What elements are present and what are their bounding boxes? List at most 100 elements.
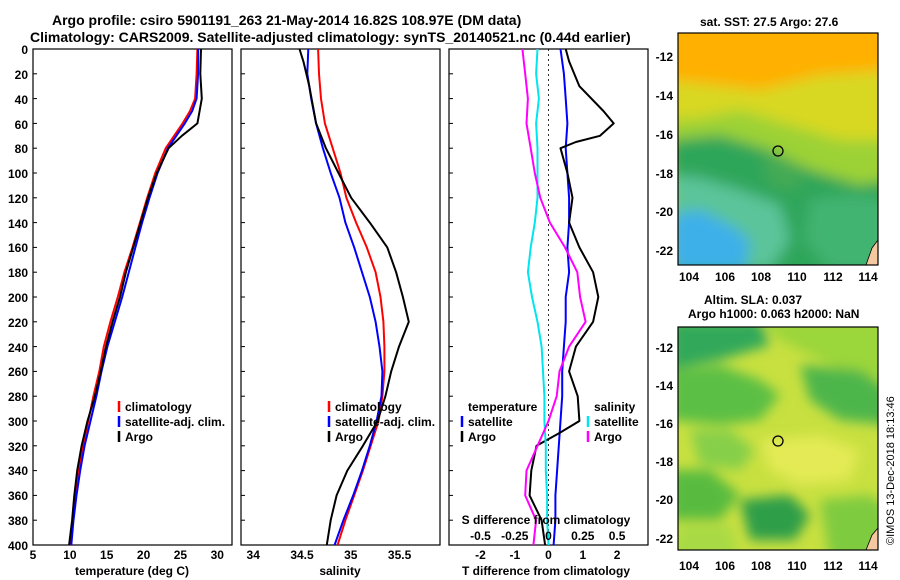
lon-tick: 104 — [679, 270, 699, 284]
salinity-legend: climatology satellite-adj. clim. Argo — [327, 400, 435, 444]
legend-label: Argo — [594, 430, 622, 444]
lat-tick: -20 — [656, 493, 674, 507]
legend-label: satellite-adj. clim. — [125, 415, 225, 429]
lat-tick: -14 — [656, 89, 674, 103]
depth-tick: 380 — [8, 514, 28, 528]
legend-label: climatology — [335, 400, 402, 414]
lon-tick: 114 — [858, 270, 878, 284]
depth-tick: 300 — [8, 415, 28, 429]
sst-map — [678, 33, 878, 265]
footer-timestamp: ©IMOS 13-Dec-2018 18:13:46 — [885, 396, 897, 545]
x-tick: -2 — [475, 548, 486, 562]
legend-temp-title: temperature — [468, 400, 538, 414]
depth-tick: 180 — [8, 266, 28, 280]
s-tick: -0.5 — [470, 529, 491, 543]
depth-tick: 360 — [8, 489, 28, 503]
s-tick: 0.5 — [609, 529, 626, 543]
depth-tick: 200 — [8, 291, 28, 305]
lat-tick: -14 — [656, 379, 674, 393]
x-tick: 1 — [579, 548, 586, 562]
legend-label: climatology — [125, 400, 192, 414]
legend-label: satellite-adj. clim. — [335, 415, 435, 429]
s-tick: -0.25 — [501, 529, 529, 543]
difference-x-ticks: -2 -1 0 1 2 — [475, 548, 621, 562]
argo-location-marker — [772, 435, 784, 447]
depth-tick: 320 — [8, 440, 28, 454]
sla-title-line-2: Argo h1000: 0.063 h2000: NaN — [688, 307, 860, 321]
depth-tick-labels: 0 20 40 60 80 100 120 140 160 180 200 22… — [8, 43, 28, 553]
series-line-argo — [298, 48, 410, 546]
series-lines — [68, 48, 615, 546]
depth-tick: 400 — [8, 539, 28, 553]
lat-tick: -12 — [656, 341, 674, 355]
x-tick: 0 — [545, 548, 552, 562]
s-difference-axis-label: S difference from climatology — [462, 513, 631, 527]
lat-tick: -20 — [656, 205, 674, 219]
x-tick: 20 — [137, 548, 151, 562]
series-line-argo — [68, 48, 203, 546]
salinity-panel — [240, 48, 441, 546]
lat-tick: -16 — [656, 417, 674, 431]
argo-location-marker — [772, 145, 784, 157]
lon-tick: 110 — [787, 270, 807, 284]
land-patch — [865, 239, 878, 265]
lat-tick: -12 — [656, 50, 674, 64]
s-difference-ticks: -0.5 -0.25 0 0.25 0.5 — [470, 529, 626, 543]
depth-tick: 40 — [15, 93, 29, 107]
legend-label: Argo — [335, 430, 363, 444]
depth-tick: 140 — [8, 217, 28, 231]
lat-tick: -22 — [656, 244, 674, 258]
series-line-salinity-satellite — [526, 48, 550, 546]
temperature-xlabel: temperature (deg C) — [75, 564, 189, 578]
depth-tick: 80 — [15, 142, 29, 156]
lat-tick: -18 — [656, 167, 674, 181]
depth-tick: 280 — [8, 390, 28, 404]
series-line-salinity-argo — [521, 48, 587, 546]
land-patch — [865, 527, 878, 550]
lon-tick: 108 — [751, 559, 771, 573]
x-tick: 2 — [614, 548, 621, 562]
sla-lat-ticks: -12 -14 -16 -18 -20 -22 — [656, 341, 674, 546]
depth-tick: 260 — [8, 365, 28, 379]
legend-label: Argo — [125, 430, 153, 444]
depth-tick: 220 — [8, 316, 28, 330]
depth-tick: 0 — [21, 43, 28, 57]
sla-map — [678, 327, 878, 550]
salinity-x-ticks: 34 34.5 35 35.5 — [247, 548, 412, 562]
sla-map-frame — [677, 326, 879, 551]
lon-tick: 112 — [823, 559, 843, 573]
series-line-satellite-adj-clim- — [70, 49, 200, 546]
depth-tick: 240 — [8, 341, 28, 355]
x-tick: 25 — [174, 548, 188, 562]
depth-tick: 120 — [8, 192, 28, 206]
header-line-1: Argo profile: csiro 5901191_263 21-May-2… — [52, 12, 522, 28]
series-line-temperature-satellite — [552, 48, 571, 546]
series-line-climatology — [68, 48, 199, 546]
x-tick: 10 — [63, 548, 77, 562]
x-tick: 5 — [30, 548, 37, 562]
s-tick: 0.25 — [571, 529, 595, 543]
tick-marks — [33, 48, 549, 546]
lat-tick: -16 — [656, 128, 674, 142]
lon-tick: 112 — [823, 270, 843, 284]
sst-map-title: sat. SST: 27.5 Argo: 27.6 — [700, 15, 839, 29]
difference-xlabel: T difference from climatology — [462, 564, 630, 578]
legend-sal-title: salinity — [594, 400, 636, 414]
lon-tick: 110 — [787, 559, 807, 573]
legend-label: satellite — [594, 415, 639, 429]
depth-tick: 20 — [15, 68, 29, 82]
x-tick: 34.5 — [290, 548, 314, 562]
difference-legend: temperature salinity satellite Argo sate… — [460, 400, 639, 444]
sst-lat-ticks: -12 -14 -16 -18 -20 -22 — [656, 50, 674, 258]
depth-tick: 160 — [8, 241, 28, 255]
x-tick: 34 — [247, 548, 261, 562]
x-tick: 15 — [100, 548, 114, 562]
sla-lon-ticks: 104 106 108 110 112 114 — [679, 559, 878, 573]
lat-tick: -18 — [656, 455, 674, 469]
sla-title-line-1: Altim. SLA: 0.037 — [704, 293, 803, 307]
temperature-x-ticks: 5 10 15 20 25 30 — [30, 548, 225, 562]
sst-lon-ticks: 104 106 108 110 112 114 — [679, 270, 878, 284]
temperature-panel — [32, 48, 233, 546]
lon-tick: 104 — [679, 559, 699, 573]
